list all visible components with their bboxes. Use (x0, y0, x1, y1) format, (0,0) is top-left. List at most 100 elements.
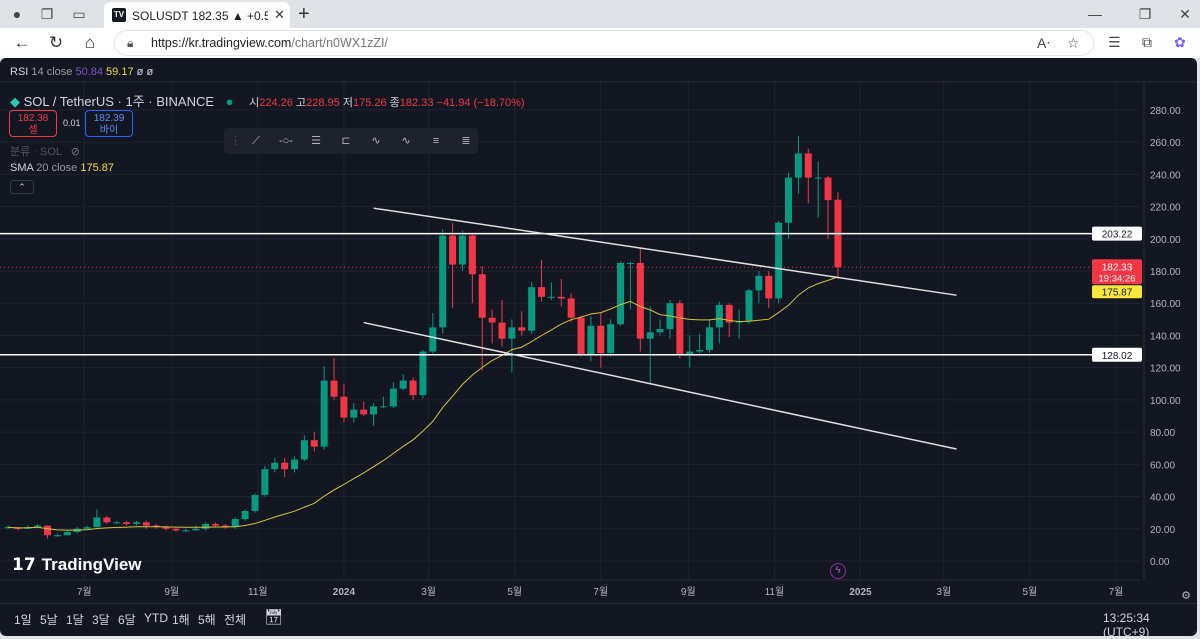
sell-label: 셀 (28, 125, 38, 136)
candle-body (488, 317, 496, 323)
price-tick-label: 160.00 (1150, 299, 1181, 310)
spread-value: 0.01 (63, 118, 81, 128)
extensions-icon[interactable]: ⧉ (1142, 34, 1152, 50)
close-value: 182.33 (399, 97, 434, 109)
profile-icon[interactable]: ● (12, 6, 22, 22)
url-input[interactable]: 🔒︎ https://kr.tradingview.com/chart/n0WX… (114, 30, 1094, 56)
candle (834, 192, 842, 279)
candle-body (498, 322, 506, 339)
candle (192, 525, 200, 531)
candle-body (528, 287, 536, 331)
read-aloud-icon[interactable]: Aᐧ (1037, 35, 1050, 51)
sell-price: 182.38 (17, 113, 49, 124)
candle-body (350, 409, 358, 418)
candle-body (745, 290, 753, 321)
close-tab-icon[interactable]: ✕ (274, 7, 285, 22)
symbol-logo-icon: ◆ (10, 94, 20, 109)
new-tab-icon[interactable]: + (298, 3, 310, 25)
workspaces-icon[interactable]: ❐ (40, 6, 54, 22)
candle (755, 271, 763, 304)
range-1[interactable]: 5날 (40, 613, 58, 627)
candle-body (468, 235, 476, 275)
browser-tab[interactable]: TV SOLUSDT 182.35 ▲ +0.5% 이름없 ✕ (104, 2, 290, 28)
timezone-clock[interactable]: 13:25:34 (UTC+9) (1103, 611, 1150, 639)
candle-body (320, 380, 328, 447)
rsi-extra-2: ø (146, 66, 154, 78)
xabcd-pattern-icon[interactable]: ∿ (371, 135, 381, 147)
candle (142, 520, 150, 529)
parallel-channel-icon[interactable]: ☰ (311, 135, 321, 147)
restore-icon[interactable]: ❐ (1138, 6, 1152, 22)
home-icon[interactable]: ⌂ (84, 33, 96, 52)
range-5[interactable]: YTD (144, 611, 168, 625)
abcd-pattern-icon[interactable]: ∿ (401, 135, 411, 147)
candle-body (409, 380, 417, 396)
events-lightning-icon[interactable]: ϟ (830, 563, 846, 579)
candle (607, 319, 615, 357)
buy-button[interactable]: 182.39 바이 (85, 110, 133, 137)
candle (478, 266, 486, 371)
low-value: 175.26 (352, 97, 387, 109)
drag-handle-icon[interactable]: ⋮ (230, 135, 241, 147)
time-tick-label: 11월 (765, 586, 785, 598)
copilot-icon[interactable]: ✿ (1174, 34, 1186, 50)
range-3[interactable]: 3달 (92, 613, 110, 627)
fib-retracement-icon[interactable]: ≡ (432, 135, 440, 147)
range-4[interactable]: 6달 (118, 613, 136, 627)
candle-body (132, 522, 140, 524)
candle (508, 319, 516, 373)
eye-off-icon[interactable]: ⊘ (70, 146, 80, 158)
minimize-icon[interactable]: — (1088, 6, 1102, 22)
candle-body (63, 532, 71, 536)
candle-body (557, 296, 565, 299)
candle-body (231, 519, 239, 528)
candle (123, 520, 131, 526)
candle (794, 135, 802, 194)
candle (172, 527, 180, 533)
change-value: −41.94 (−18.70%) (436, 97, 525, 109)
candle-body (617, 262, 625, 325)
price-tick-label: 20.00 (1150, 525, 1175, 536)
trend-line-icon[interactable]: ⟋ (252, 135, 260, 147)
lock-icon[interactable]: 🔒︎ (127, 36, 134, 50)
candle-body (686, 351, 694, 355)
candle-body (34, 525, 42, 528)
candle-body (340, 396, 348, 418)
bottom-toolbar: 1일 5날 1달 3달 6달 YTD 1해 5해 전체 📅︎ 13:25:34 (UTC+9) (0, 603, 1197, 639)
price-tick-label: 180.00 (1150, 267, 1181, 278)
range-6[interactable]: 1해 (172, 613, 190, 627)
high-value: 228.95 (306, 97, 340, 109)
candle-body (211, 523, 219, 526)
favorites-bar-icon[interactable]: ☰ (1108, 34, 1121, 50)
candle-body (794, 153, 802, 178)
candle-body (824, 177, 832, 201)
favorite-icon[interactable]: ☆ (1067, 35, 1080, 51)
horizontal-ray-icon[interactable]: -○- (279, 135, 293, 147)
tradingview-logo[interactable]: 𝟭𝟳 TradingView (12, 555, 142, 575)
symbol-title[interactable]: SOL / TetherUS · 1주 · BINANCE (23, 94, 215, 109)
buy-label: 바이 (99, 125, 119, 136)
range-2[interactable]: 1달 (66, 613, 84, 627)
candle (409, 377, 417, 400)
candle (488, 309, 496, 344)
back-icon[interactable]: ← (13, 33, 31, 52)
range-7[interactable]: 5해 (198, 613, 216, 627)
regression-trend-icon[interactable]: ⊏ (341, 135, 351, 147)
range-8[interactable]: 전체 (224, 613, 247, 627)
candle (656, 319, 664, 336)
level-price-label: 203.22 (1102, 230, 1133, 241)
sell-button[interactable]: 182.38 셀 (9, 110, 57, 137)
date-range-calendar-icon[interactable]: 📅︎ (264, 609, 284, 626)
candle-body (765, 275, 773, 299)
close-window-icon[interactable]: ✕ (1179, 6, 1191, 22)
axis-settings-icon[interactable]: ⚙ (1181, 590, 1191, 602)
candle (251, 493, 259, 513)
range-0[interactable]: 1일 (14, 613, 32, 627)
fib-extension-icon[interactable]: ≣ (461, 135, 471, 147)
tab-actions-icon[interactable]: ▭ (72, 6, 86, 22)
collapse-legend-icon[interactable]: ⌃ (10, 180, 34, 194)
candle-body (547, 296, 555, 298)
candle-body (281, 462, 289, 470)
refresh-icon[interactable]: ↻ (48, 33, 64, 52)
